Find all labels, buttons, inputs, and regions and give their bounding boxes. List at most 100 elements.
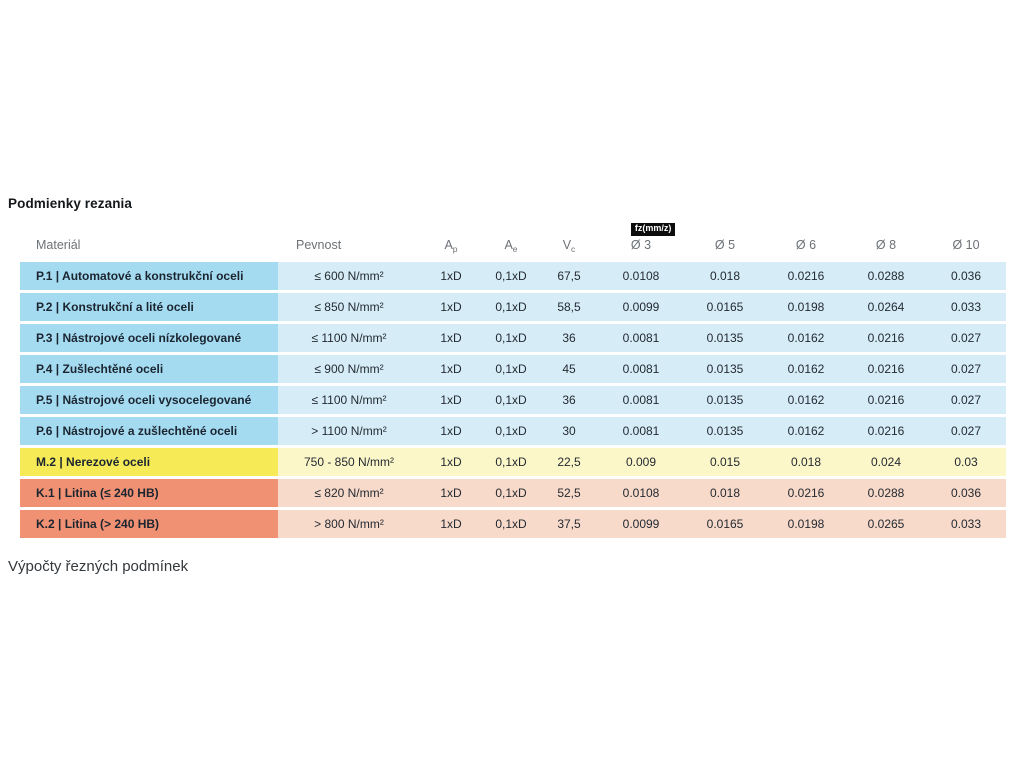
fz-d3-cell: 0.0099 [598, 293, 684, 321]
column-header-d8: Ø 8 [875, 238, 897, 252]
fz-d8-cell: 0.0216 [846, 386, 926, 414]
section-subtitle: Výpočty řezných podmínek [8, 558, 189, 575]
fz-d10-cell: 0.027 [926, 386, 1006, 414]
fz-d10-cell: 0.03 [926, 448, 1006, 476]
fz-d3-cell: 0.009 [598, 448, 684, 476]
table-row-k1: K.1 | Litina (≤ 240 HB) ≤ 820 N/mm² 1xD … [20, 479, 1006, 507]
fz-d6-cell: 0.018 [766, 448, 846, 476]
ae-cell: 0,1xD [482, 386, 540, 414]
fz-d3-cell: 0.0108 [598, 479, 684, 507]
material-cell: P.4 | Zušlechtěné oceli [20, 355, 278, 383]
column-header-ae: Ae [482, 229, 540, 259]
fz-d5-cell: 0.018 [684, 262, 766, 290]
vc-cell: 37,5 [540, 510, 598, 538]
fz-d6-cell: 0.0162 [766, 386, 846, 414]
ap-label: A [444, 238, 453, 252]
fz-d10-cell: 0.027 [926, 324, 1006, 352]
ae-subscript: e [512, 244, 518, 254]
fz-d8-cell: 0.0264 [846, 293, 926, 321]
pevnost-cell: ≤ 900 N/mm² [278, 355, 420, 383]
fz-d10-cell: 0.027 [926, 355, 1006, 383]
material-cell: M.2 | Nerezové oceli [20, 448, 278, 476]
fz-d5-cell: 0.015 [684, 448, 766, 476]
fz-d10-cell: 0.036 [926, 479, 1006, 507]
column-header-d6: Ø 6 [795, 238, 817, 252]
d3-label: Ø 3 [630, 238, 652, 252]
material-cell: P.2 | Konstrukční a lité oceli [20, 293, 278, 321]
column-header-material: Materiál [36, 238, 81, 252]
ae-cell: 0,1xD [482, 262, 540, 290]
ap-cell: 1xD [420, 262, 482, 290]
fz-d6-cell: 0.0216 [766, 262, 846, 290]
material-cell: K.1 | Litina (≤ 240 HB) [20, 479, 278, 507]
fz-d5-cell: 0.0135 [684, 417, 766, 445]
pevnost-cell: > 800 N/mm² [278, 510, 420, 538]
pevnost-cell: ≤ 820 N/mm² [278, 479, 420, 507]
fz-d10-cell: 0.027 [926, 417, 1006, 445]
vc-subscript: c [571, 244, 576, 254]
ap-subscript: p [452, 244, 458, 254]
vc-cell: 67,5 [540, 262, 598, 290]
table-row-p6: P.6 | Nástrojové a zušlechtěné oceli > 1… [20, 417, 1006, 445]
fz-d10-cell: 0.033 [926, 510, 1006, 538]
fz-d5-cell: 0.0135 [684, 355, 766, 383]
pevnost-cell: ≤ 1100 N/mm² [278, 324, 420, 352]
table-row-p4: P.4 | Zušlechtěné oceli ≤ 900 N/mm² 1xD … [20, 355, 1006, 383]
pevnost-cell: ≤ 600 N/mm² [278, 262, 420, 290]
fz-d5-cell: 0.018 [684, 479, 766, 507]
fz-d3-cell: 0.0081 [598, 324, 684, 352]
fz-unit-badge: fz(mm/z) [630, 223, 676, 236]
vc-cell: 45 [540, 355, 598, 383]
fz-d8-cell: 0.024 [846, 448, 926, 476]
vc-cell: 36 [540, 386, 598, 414]
fz-d3-cell: 0.0081 [598, 355, 684, 383]
ap-cell: 1xD [420, 510, 482, 538]
vc-cell: 30 [540, 417, 598, 445]
fz-d10-cell: 0.033 [926, 293, 1006, 321]
pevnost-cell: 750 - 850 N/mm² [278, 448, 420, 476]
fz-d6-cell: 0.0162 [766, 324, 846, 352]
column-header-vc: Vc [540, 229, 598, 259]
table-row-m2: M.2 | Nerezové oceli 750 - 850 N/mm² 1xD… [20, 448, 1006, 476]
fz-d6-cell: 0.0162 [766, 355, 846, 383]
column-header-ap: Ap [420, 229, 482, 259]
ae-cell: 0,1xD [482, 355, 540, 383]
fz-d8-cell: 0.0288 [846, 479, 926, 507]
fz-d10-cell: 0.036 [926, 262, 1006, 290]
table-row-p1: P.1 | Automatové a konstrukční oceli ≤ 6… [20, 262, 1006, 290]
table-row-k2: K.2 | Litina (> 240 HB) > 800 N/mm² 1xD … [20, 510, 1006, 538]
pevnost-cell: ≤ 850 N/mm² [278, 293, 420, 321]
table-row-p2: P.2 | Konstrukční a lité oceli ≤ 850 N/m… [20, 293, 1006, 321]
fz-d8-cell: 0.0265 [846, 510, 926, 538]
ap-cell: 1xD [420, 448, 482, 476]
vc-cell: 58,5 [540, 293, 598, 321]
fz-d6-cell: 0.0198 [766, 293, 846, 321]
ae-cell: 0,1xD [482, 448, 540, 476]
table-header-row: Materiál Pevnost Ap Ae Vc fz(mm/z) Ø 3 Ø… [20, 223, 1006, 259]
fz-d8-cell: 0.0288 [846, 262, 926, 290]
fz-d5-cell: 0.0135 [684, 386, 766, 414]
vc-cell: 36 [540, 324, 598, 352]
ae-cell: 0,1xD [482, 293, 540, 321]
ae-cell: 0,1xD [482, 324, 540, 352]
material-cell: P.1 | Automatové a konstrukční oceli [20, 262, 278, 290]
page-title: Podmienky rezania [8, 196, 132, 211]
pevnost-cell: ≤ 1100 N/mm² [278, 386, 420, 414]
fz-d8-cell: 0.0216 [846, 355, 926, 383]
pevnost-cell: > 1100 N/mm² [278, 417, 420, 445]
vc-cell: 52,5 [540, 479, 598, 507]
column-header-d10: Ø 10 [952, 238, 980, 252]
column-header-pevnost: Pevnost [296, 238, 342, 252]
ap-cell: 1xD [420, 386, 482, 414]
fz-d8-cell: 0.0216 [846, 417, 926, 445]
table-row-p5: P.5 | Nástrojové oceli vysocelegované ≤ … [20, 386, 1006, 414]
ap-cell: 1xD [420, 293, 482, 321]
fz-d8-cell: 0.0216 [846, 324, 926, 352]
vc-label: V [562, 238, 572, 252]
ap-cell: 1xD [420, 479, 482, 507]
vc-cell: 22,5 [540, 448, 598, 476]
column-header-d5: Ø 5 [714, 238, 736, 252]
material-cell: P.5 | Nástrojové oceli vysocelegované [20, 386, 278, 414]
ae-cell: 0,1xD [482, 417, 540, 445]
